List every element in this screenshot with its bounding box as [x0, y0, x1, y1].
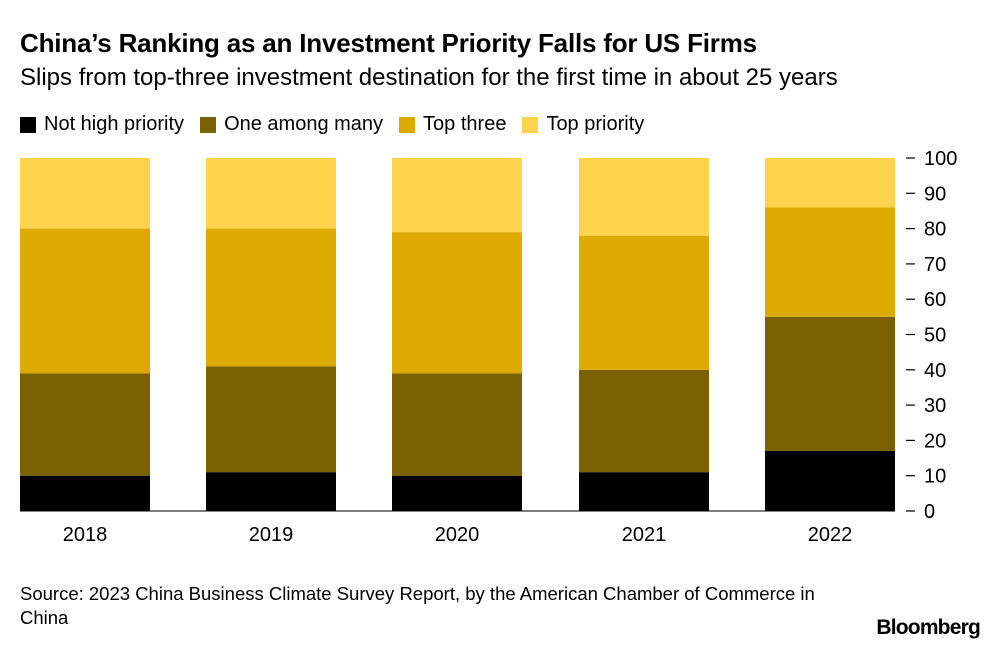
legend-label: Top three [423, 113, 507, 135]
bar-segment-not-high-priority-2018 [20, 475, 150, 511]
bar-segment-top-three-2018 [20, 228, 150, 374]
y-tick-label: 0 [924, 501, 935, 523]
source-note: Source: 2023 China Business Climate Surv… [20, 583, 815, 628]
y-tick-label: 40 [924, 360, 946, 382]
x-tick-label: 2020 [435, 524, 480, 546]
bloomberg-logo: Bloomberg [876, 616, 980, 639]
bar-segment-not-high-priority-2021 [579, 472, 709, 511]
legend: Not high priority One among many Top thr… [20, 113, 660, 136]
legend-swatch [200, 116, 217, 133]
x-tick-label: 2019 [249, 524, 294, 546]
bar-segment-top-priority-2022 [765, 158, 895, 208]
bar-segment-top-priority-2019 [206, 158, 336, 229]
legend-label: Top priority [546, 113, 645, 135]
bar-segment-not-high-priority-2022 [765, 450, 895, 511]
x-tick-label: 2018 [63, 524, 108, 546]
y-tick-label: 80 [924, 219, 946, 241]
legend-item-one-among-many: One among many [200, 113, 383, 136]
y-tick-label: 100 [924, 148, 957, 170]
y-tick-label: 50 [924, 325, 946, 347]
legend-item-not-high-priority: Not high priority [20, 113, 184, 136]
bar-segment-one-among-many-2022 [765, 316, 895, 451]
bar-segment-one-among-many-2019 [206, 366, 336, 473]
legend-item-top-priority: Top priority [522, 113, 644, 136]
bar-segment-not-high-priority-2020 [392, 475, 522, 511]
y-tick-label: 30 [924, 395, 946, 417]
bar-segment-one-among-many-2021 [579, 369, 709, 473]
x-tick-label: 2021 [622, 524, 667, 546]
chart-title: China’s Ranking as an Investment Priorit… [20, 28, 757, 58]
legend-item-top-three: Top three [399, 113, 506, 136]
x-tick-label: 2022 [808, 524, 853, 546]
legend-swatch [399, 116, 416, 133]
bar-segment-top-priority-2020 [392, 158, 522, 233]
bar-segment-one-among-many-2020 [392, 373, 522, 476]
bar-segment-top-priority-2018 [20, 158, 150, 229]
y-tick-label: 10 [924, 466, 946, 488]
legend-swatch [20, 116, 36, 133]
stacked-bar-chart: 2018 2019 2020 2021 2022 0 10 20 30 40 50 60 70 80 90 1… [20, 148, 957, 546]
legend-label: Not high priority [44, 113, 185, 135]
y-tick-label: 60 [924, 289, 946, 311]
chart-subtitle: Slips from top-three investment destinat… [20, 64, 838, 91]
bar-segment-not-high-priority-2019 [206, 472, 336, 511]
legend-swatch [522, 116, 539, 133]
bar-segment-top-three-2020 [392, 232, 522, 374]
bar-segment-top-three-2022 [765, 207, 895, 317]
y-tick-label: 70 [924, 254, 946, 276]
y-tick-label: 90 [924, 183, 946, 205]
bar-segment-top-three-2021 [579, 235, 709, 370]
legend-label: One among many [224, 113, 384, 135]
y-tick-label: 20 [924, 430, 946, 452]
bar-segment-top-three-2019 [206, 228, 336, 367]
bar-segment-one-among-many-2018 [20, 373, 150, 476]
bar-segment-top-priority-2021 [579, 158, 709, 236]
